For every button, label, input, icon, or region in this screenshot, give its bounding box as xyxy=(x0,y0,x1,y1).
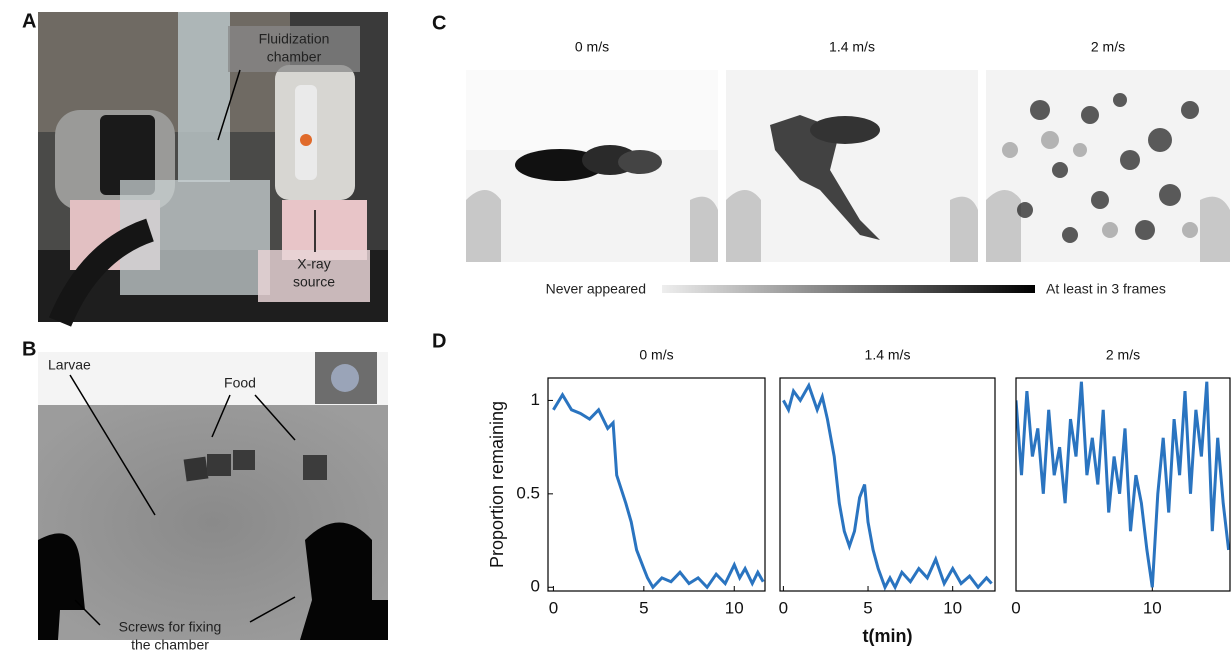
x-axis-label: t(min) xyxy=(863,626,913,646)
annotation: Fluidization xyxy=(259,31,330,47)
data-line xyxy=(552,391,765,590)
y-tick-label: 0.5 xyxy=(516,483,540,502)
x-tick-label: 5 xyxy=(639,598,648,617)
chart-title: 0 m/s xyxy=(639,347,673,363)
heatmap-title: 0 m/s xyxy=(575,39,609,55)
annotation: chamber xyxy=(267,49,322,65)
heatmaps-c xyxy=(466,70,1230,293)
y-axis-label: Proportion remaining xyxy=(487,401,507,568)
photo-a xyxy=(38,12,388,327)
x-tick-label: 10 xyxy=(943,598,962,617)
chart-title: 2 m/s xyxy=(1106,347,1140,363)
annotation: source xyxy=(293,274,335,290)
x-tick-label: 0 xyxy=(549,598,558,617)
chart-title: 1.4 m/s xyxy=(865,347,911,363)
heatmap-title: 1.4 m/s xyxy=(829,39,875,55)
annotation: the chamber xyxy=(131,637,209,653)
xray-b xyxy=(38,352,388,640)
panel-label: D xyxy=(432,330,446,352)
annotation: Larvae xyxy=(48,357,91,373)
x-tick-label: 10 xyxy=(725,598,744,617)
x-tick-label: 0 xyxy=(1011,598,1020,617)
annotation: Screws for fixing xyxy=(119,619,222,635)
x-tick-label: 10 xyxy=(1143,598,1162,617)
colorbar-label: At least in 3 frames xyxy=(1046,281,1166,297)
y-tick-label: 1 xyxy=(531,390,540,409)
panel-label: C xyxy=(432,12,446,34)
data-line xyxy=(782,381,993,591)
x-tick-label: 5 xyxy=(863,598,872,617)
colorbar-label: Never appeared xyxy=(546,281,646,297)
plot-frame xyxy=(779,377,996,592)
panel-label: A xyxy=(22,10,36,32)
plot-frame xyxy=(1015,377,1231,592)
annotation: X-ray xyxy=(297,256,330,272)
y-tick-label: 0 xyxy=(531,577,540,596)
x-tick-label: 0 xyxy=(779,598,788,617)
plot-frame xyxy=(547,377,766,592)
data-line xyxy=(1016,381,1230,588)
annotation: Food xyxy=(224,375,256,391)
panel-label: B xyxy=(22,338,36,360)
heatmap-title: 2 m/s xyxy=(1091,39,1125,55)
charts-d: 0 m/s 0 5 10 0 0.5 1 Proportion remaining 1.4 m/… xyxy=(487,347,1231,646)
